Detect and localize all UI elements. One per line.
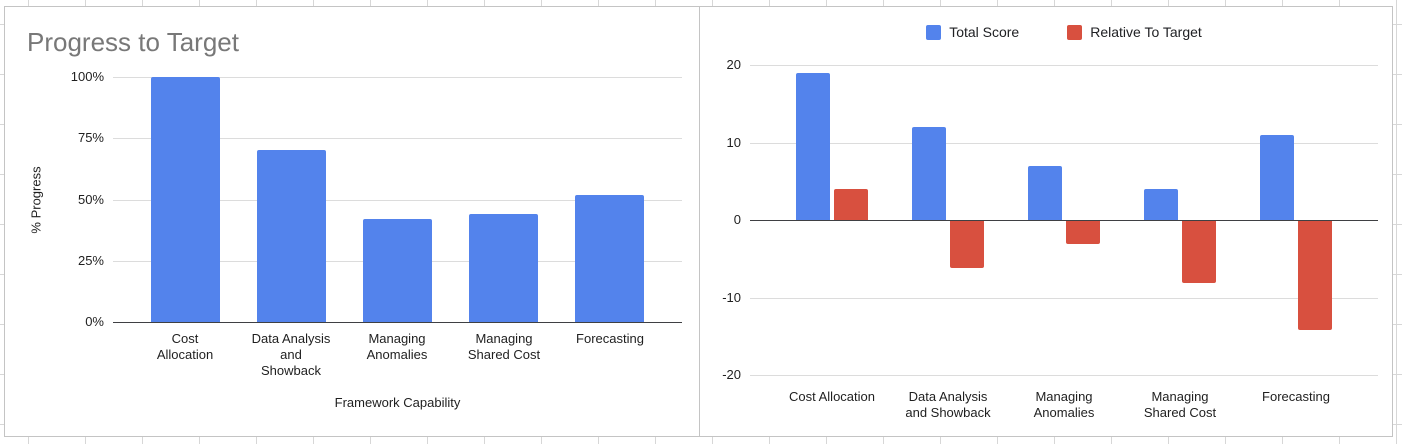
y-tick-label: 25% [77,253,104,268]
plot-area [750,65,1378,376]
x-category-label-managing-anomalies: Managing Anomalies [1033,389,1095,420]
y-tick-label: -10 [722,290,741,305]
y-gridline [750,298,1378,299]
y-tick-label: 100% [70,69,104,84]
bar-total-score-data-analysis-and-showback[interactable] [912,127,946,220]
x-category-label-data-analysis-and-showback: Data Analysis and Showback [905,389,991,420]
bar-progress-managing-anomalies[interactable] [363,219,432,322]
y-tick-label: 50% [77,192,104,207]
x-axis-zero-line [750,220,1378,221]
plot-area [113,77,682,323]
x-category-label-data-analysis-and-showback: Data Analysis and Showback [251,331,331,378]
y-tick-label: 0% [85,314,104,329]
chart-legend: Total Score Relative To Target [750,22,1378,42]
chart-panel-progress-to-target[interactable]: Progress to Target % Progress Framework … [4,6,700,437]
legend-swatch-icon [926,24,942,40]
bar-progress-forecasting[interactable] [575,195,644,322]
bar-total-score-forecasting[interactable] [1260,135,1294,220]
legend-label: Relative To Target [1090,24,1202,40]
bar-relative-to-target-data-analysis-and-showback[interactable] [950,221,984,268]
x-category-label-managing-shared-cost: Managing Shared Cost [1143,389,1217,420]
bar-total-score-managing-anomalies[interactable] [1028,166,1062,220]
x-category-label-cost-allocation: Cost Allocation [789,389,875,404]
bar-progress-cost-allocation[interactable] [151,77,220,322]
y-gridline [113,77,682,78]
legend-swatch-icon [1067,24,1083,40]
bar-total-score-managing-shared-cost[interactable] [1144,189,1178,220]
y-gridline [113,138,682,139]
bar-relative-to-target-managing-anomalies[interactable] [1066,221,1100,244]
chart-title: Progress to Target [27,27,239,57]
y-tick-label: -20 [722,367,741,382]
bar-relative-to-target-forecasting[interactable] [1298,221,1332,330]
legend-item-relative-to-target[interactable]: Relative To Target [1067,24,1202,40]
y-gridline [750,143,1378,144]
y-gridline [750,375,1378,376]
y-gridline [113,200,682,201]
y-gridline [750,65,1378,66]
x-category-label-forecasting: Forecasting [1262,389,1330,404]
bar-total-score-cost-allocation[interactable] [796,73,830,220]
y-tick-label: 75% [77,130,104,145]
x-axis-zero-line [113,322,682,323]
x-category-label-cost-allocation: Cost Allocation [156,331,214,362]
x-category-label-managing-anomalies: Managing Anomalies [366,331,428,362]
x-category-label-managing-shared-cost: Managing Shared Cost [467,331,541,362]
y-tick-label: 10 [726,135,741,150]
bar-progress-managing-shared-cost[interactable] [469,214,538,322]
y-tick-label: 0 [733,212,741,227]
y-tick-label: 20 [726,57,741,72]
x-category-label-forecasting: Forecasting [576,331,644,346]
x-axis-title: Framework Capability [334,395,461,410]
chart-panel-total-score-vs-target[interactable]: Total Score Relative To Target 20 10 0 -10 -2… [699,6,1393,437]
legend-item-total-score[interactable]: Total Score [926,24,1019,40]
bar-relative-to-target-managing-shared-cost[interactable] [1182,221,1216,283]
legend-label: Total Score [949,24,1020,40]
bar-progress-data-analysis-and-showback[interactable] [257,150,326,322]
bar-relative-to-target-cost-allocation[interactable] [834,189,868,220]
